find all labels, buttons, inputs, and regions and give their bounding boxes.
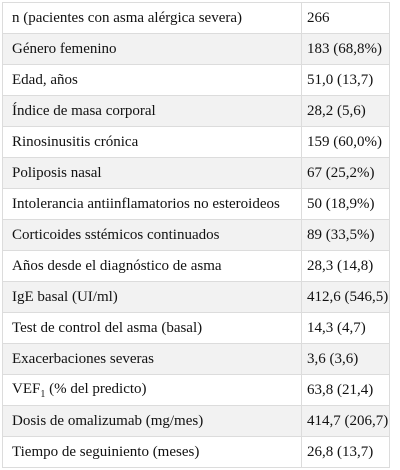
row-label: Poliposis nasal: [2, 157, 302, 189]
table-row: n (pacientes con asma alérgica severa) 26…: [2, 2, 390, 34]
table-row: Test de control del asma (basal) 14,3 (4,…: [2, 312, 390, 344]
row-value: 414,7 (206,7): [301, 405, 390, 437]
row-value: 159 (60,0%): [301, 126, 390, 158]
row-label: Exacerbaciones severas: [2, 343, 302, 375]
row-label: Dosis de omalizumab (mg/mes): [2, 405, 302, 437]
table-row: Género femenino 183 (68,8%): [2, 33, 390, 65]
row-label: IgE basal (UI/ml): [2, 281, 302, 313]
table-row: VEF1 (% del predicto) 63,8 (21,4): [2, 374, 390, 406]
table-row: Índice de masa corporal 28,2 (5,6): [2, 95, 390, 127]
label-text: VEF: [12, 380, 41, 397]
row-value: 51,0 (13,7): [301, 64, 390, 96]
row-label: Edad, años: [2, 64, 302, 96]
table-body: n (pacientes con asma alérgica severa) 26…: [2, 2, 390, 468]
row-value: 26,8 (13,7): [301, 436, 390, 468]
table-row: Dosis de omalizumab (mg/mes) 414,7 (206,7…: [2, 405, 390, 437]
table-row: Intolerancia antiinflamatorios no estero…: [2, 188, 390, 220]
label-subscript: 1: [40, 388, 46, 400]
table-row: Poliposis nasal 67 (25,2%): [2, 157, 390, 189]
row-label: Corticoides sstémicos continuados: [2, 219, 302, 251]
table-row: Rinosinusitis crónica 159 (60,0%): [2, 126, 390, 158]
row-value: 412,6 (546,5): [301, 281, 390, 313]
label-after: (% del predicto): [45, 380, 147, 397]
row-value: 3,6 (3,6): [301, 343, 390, 375]
table-row: Corticoides sstémicos continuados 89 (33,…: [2, 219, 390, 251]
row-label: Intolerancia antiinflamatorios no estero…: [2, 188, 302, 220]
row-value: 89 (33,5%): [301, 219, 390, 251]
row-label: Género femenino: [2, 33, 302, 65]
table-row: Tiempo de seguiniento (meses) 26,8 (13,7): [2, 436, 390, 468]
row-value: 28,3 (14,8): [301, 250, 390, 282]
row-label: Años desde el diagnóstico de asma: [2, 250, 302, 282]
table-row: Exacerbaciones severas 3,6 (3,6): [2, 343, 390, 375]
data-table: n (pacientes con asma alérgica severa) 26…: [2, 2, 390, 468]
row-value: 183 (68,8%): [301, 33, 390, 65]
row-value: 28,2 (5,6): [301, 95, 390, 127]
row-label: n (pacientes con asma alérgica severa): [2, 2, 302, 34]
row-value: 67 (25,2%): [301, 157, 390, 189]
row-label: Rinosinusitis crónica: [2, 126, 302, 158]
row-value: 50 (18,9%): [301, 188, 390, 220]
row-value: 63,8 (21,4): [301, 374, 390, 406]
row-value: 266: [301, 2, 390, 34]
row-label: Índice de masa corporal: [2, 95, 302, 127]
table-row: Años desde el diagnóstico de asma 28,3 (1…: [2, 250, 390, 282]
table-row: IgE basal (UI/ml) 412,6 (546,5): [2, 281, 390, 313]
row-label: Test de control del asma (basal): [2, 312, 302, 344]
row-value: 14,3 (4,7): [301, 312, 390, 344]
row-label: VEF1 (% del predicto): [2, 374, 302, 406]
row-label: Tiempo de seguiniento (meses): [2, 436, 302, 468]
table-row: Edad, años 51,0 (13,7): [2, 64, 390, 96]
